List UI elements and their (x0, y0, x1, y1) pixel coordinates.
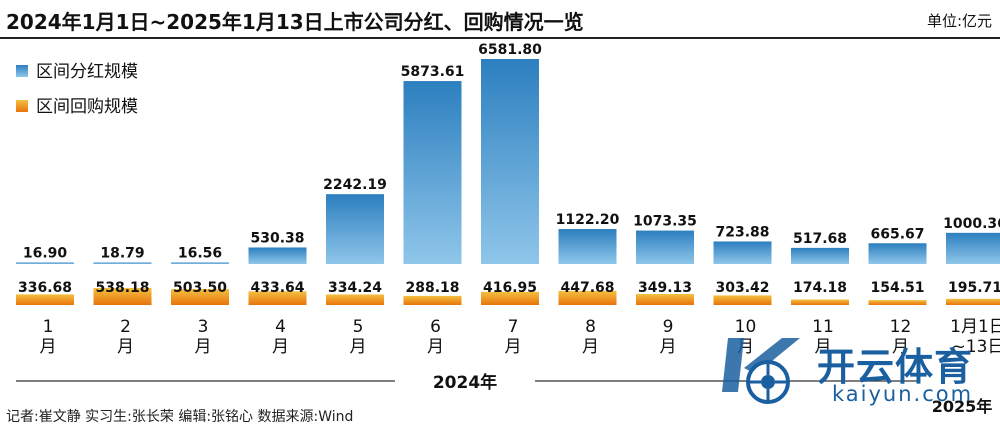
year-2025-label: 2025年 (932, 397, 993, 416)
buyback-value-label: 334.24 (328, 280, 382, 296)
dividend-value-label: 665.67 (870, 226, 924, 242)
buyback-value-label: 154.51 (870, 280, 924, 296)
dividend-value-label: 16.90 (23, 246, 68, 262)
dividend-bar (868, 243, 927, 264)
watermark-brand: 开云体育 (817, 345, 974, 389)
buyback-bar (791, 299, 849, 305)
legend-label-buyback: 区间回购规模 (36, 97, 138, 117)
dividend-value-label: 18.79 (100, 246, 144, 262)
buyback-bar (326, 294, 384, 305)
buyback-series: 336.68 538.18 503.50 433.64 334.24 288.18 416.… (16, 280, 1000, 305)
buyback-bar (558, 290, 617, 305)
legend-label-dividend: 区间分红规模 (36, 62, 138, 82)
dividend-value-label: 16.56 (178, 246, 222, 262)
buyback-bar (171, 289, 229, 305)
buyback-bar (248, 291, 307, 305)
dividend-value-label: 6581.80 (478, 42, 542, 58)
header-divider (0, 37, 1000, 39)
buyback-value-label: 416.95 (483, 280, 537, 296)
kaiyun-logo-icon (722, 338, 800, 404)
dividend-value-label: 723.88 (715, 224, 769, 240)
year-2024-label: 2024年 (433, 372, 497, 393)
category-label: 12 月 (890, 317, 912, 357)
dividend-bar (713, 241, 772, 264)
watermark-domain: kaiyun.com (832, 382, 974, 406)
watermark: 开云体育 kaiyun.com (710, 330, 1000, 415)
credits-footer: 记者:崔文静 实习生:张长荣 编辑:张铭心 数据来源:Wind (6, 409, 354, 425)
chart-title: 2024年1月1日~2025年1月13日上市公司分红、回购情况一览 (6, 10, 584, 34)
buyback-bar (16, 294, 74, 305)
dividend-value-label: 2242.19 (323, 177, 387, 193)
legend-swatch-buyback (16, 100, 28, 112)
buyback-bar (636, 293, 694, 305)
buyback-value-label: 195.71 (948, 280, 1000, 296)
buyback-bar (868, 300, 927, 305)
dividend-series: 16.90 18.79 16.56 530.38 2242.19 5873.61 6581.… (16, 42, 1000, 264)
dividend-bar (558, 229, 617, 264)
dividend-bar (403, 81, 462, 264)
buyback-value-label: 538.18 (95, 280, 149, 296)
dividend-bar (636, 230, 694, 264)
dividend-value-label: 517.68 (793, 231, 847, 247)
buyback-value-label: 349.13 (638, 280, 692, 296)
buyback-bar (481, 291, 539, 305)
category-label: 11 月 (812, 317, 834, 357)
buyback-value-label: 174.18 (793, 280, 847, 296)
dividend-bar (93, 262, 152, 264)
dividend-bar (171, 262, 229, 264)
buyback-value-label: 288.18 (405, 280, 459, 296)
buyback-value-label: 336.68 (18, 280, 72, 296)
legend-swatch-dividend (16, 65, 28, 77)
dividend-value-label: 530.38 (250, 230, 304, 246)
buyback-value-label: 503.50 (173, 280, 227, 296)
dividend-bar (16, 262, 74, 264)
chart-header: 2024年1月1日~2025年1月13日上市公司分红、回购情况一览 单位:亿元 (0, 0, 1000, 39)
dividend-bar (791, 247, 849, 264)
buyback-value-label: 303.42 (715, 280, 769, 296)
buyback-bar (93, 288, 152, 305)
buyback-value-label: 433.64 (250, 280, 304, 296)
buyback-bar (713, 295, 772, 305)
dividend-bar (946, 232, 1000, 264)
buyback-bar (403, 295, 462, 305)
category-label: 1月1日~13日 (950, 317, 1000, 357)
dividend-bar (248, 247, 307, 264)
buyback-bar (946, 298, 1000, 305)
dividend-value-label: 1000.36 (943, 216, 1000, 232)
unit-label: 单位:亿元 (926, 12, 992, 30)
buyback-value-label: 447.68 (560, 280, 614, 296)
dividend-value-label: 1073.35 (633, 214, 697, 230)
dividend-value-label: 1122.20 (556, 212, 620, 228)
dividend-bar (326, 194, 384, 264)
dividend-value-label: 5873.61 (401, 64, 465, 80)
dividend-bar (481, 59, 539, 264)
year-group-axis: 2024年 2025年 (16, 372, 992, 416)
